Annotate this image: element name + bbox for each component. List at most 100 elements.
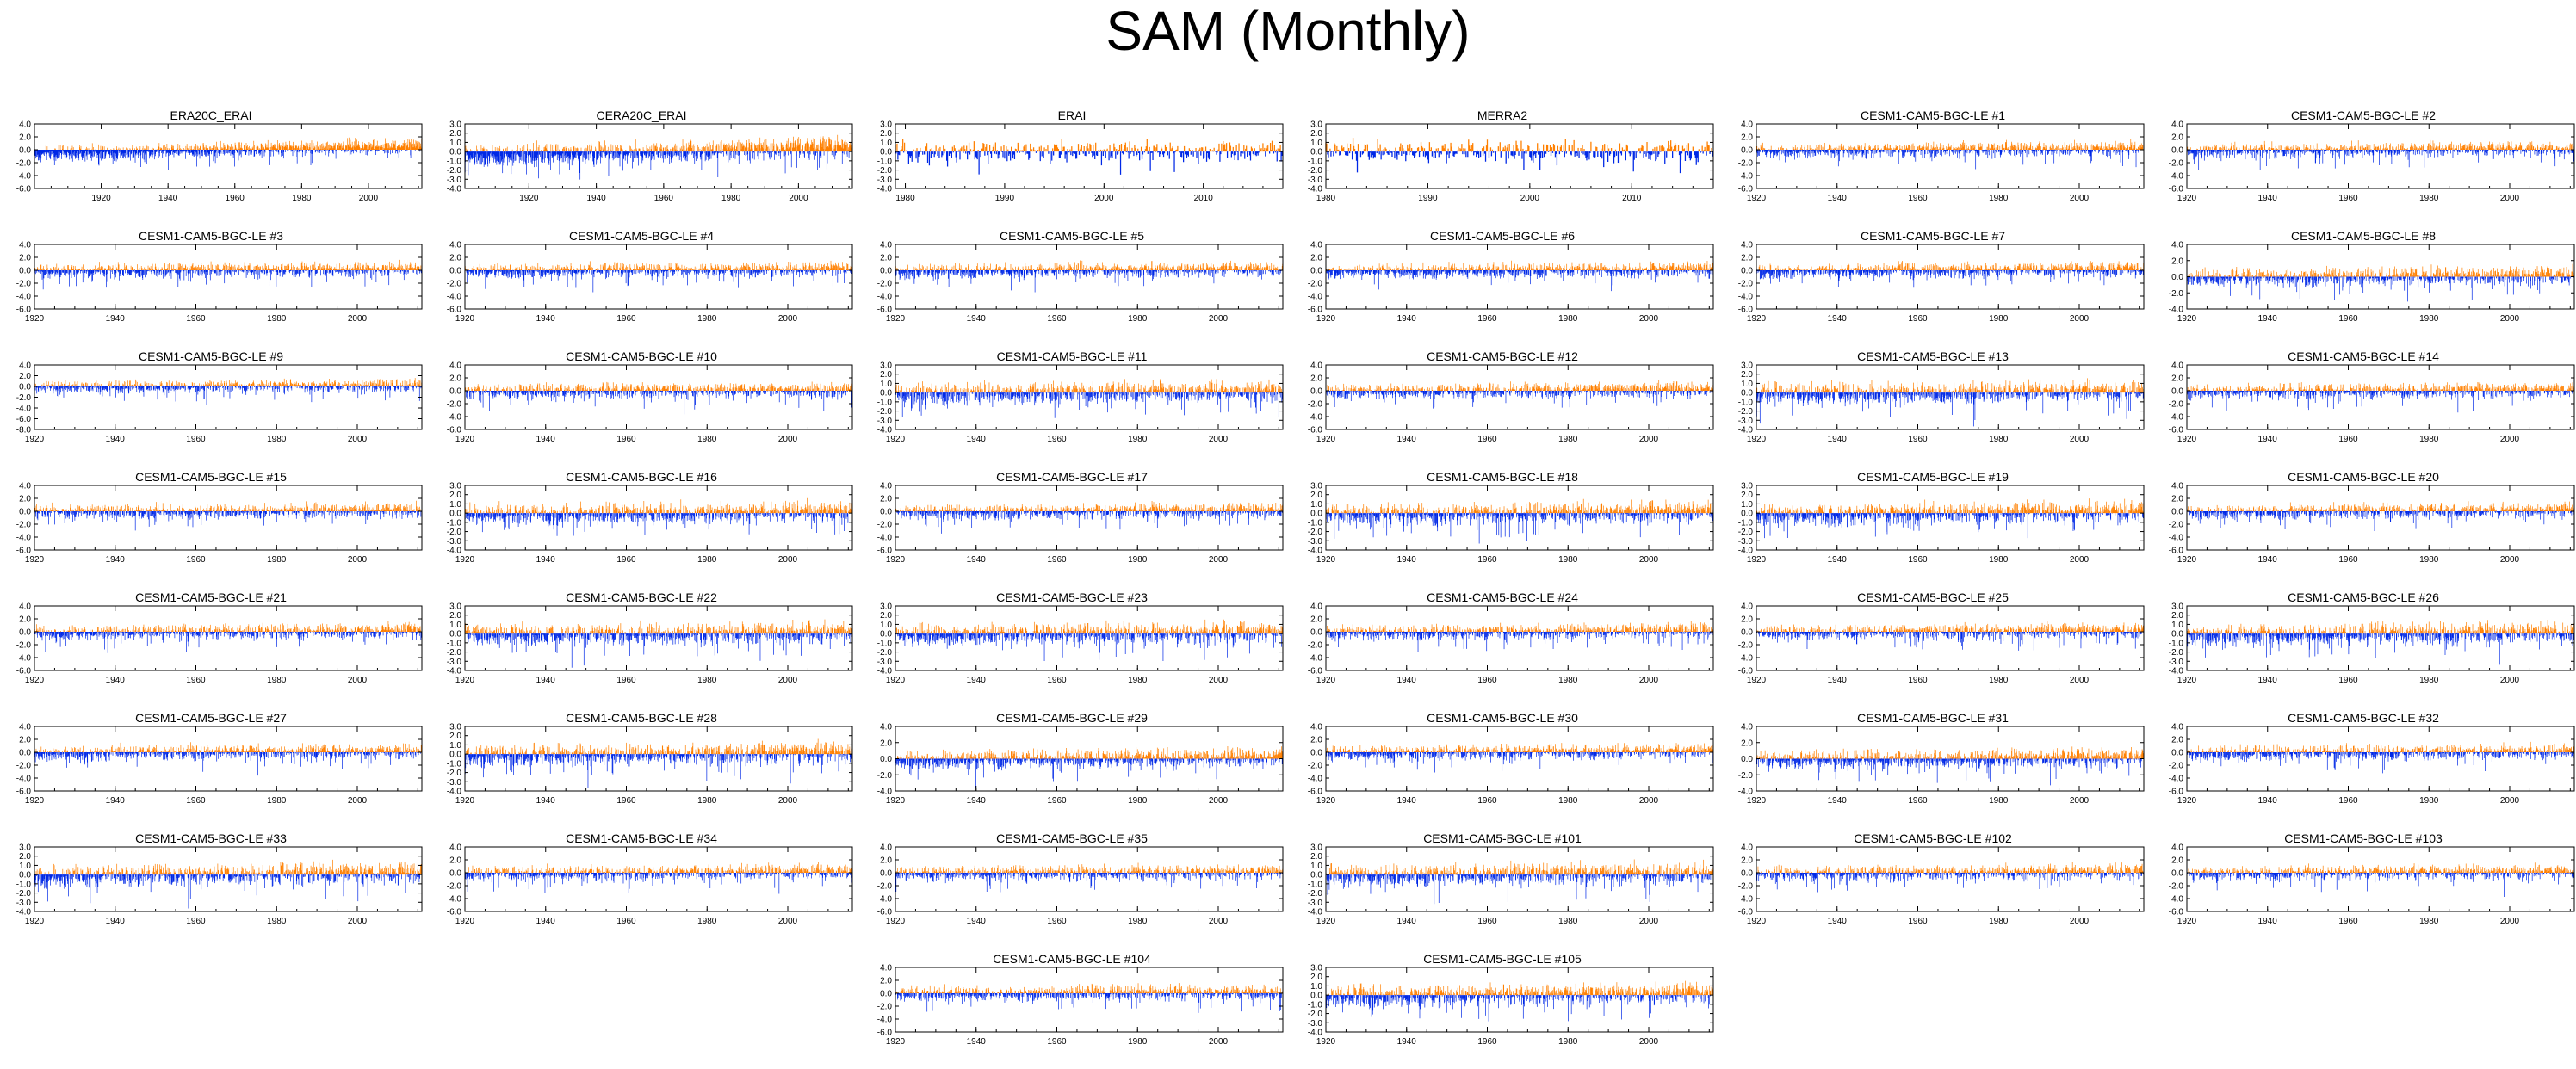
y-tick-label: -2.0 xyxy=(1308,528,1323,537)
chart-title: CESM1-CAM5-BGC-LE #104 xyxy=(993,952,1151,966)
x-tick-label: 2000 xyxy=(359,194,379,203)
x-tick-label: 1960 xyxy=(186,796,206,806)
y-tick-label: -1.0 xyxy=(877,398,893,407)
x-tick-label: 1960 xyxy=(186,435,206,444)
y-tick-label: 2.0 xyxy=(449,732,461,741)
negative-bars xyxy=(895,392,1283,418)
plot-frame xyxy=(464,605,853,671)
x-tick-label: 1960 xyxy=(1047,676,1067,685)
x-tick-label: 1980 xyxy=(1558,676,1578,685)
chart-title: CESM1-CAM5-BGC-LE #10 xyxy=(566,349,717,363)
x-tick-label: 1920 xyxy=(25,314,45,324)
y-tick-label: -4.0 xyxy=(877,293,893,302)
x-tick-label: 1960 xyxy=(616,796,636,806)
y-tick-label: 0.0 xyxy=(449,751,461,760)
chart-title: CESM1-CAM5-BGC-LE #21 xyxy=(135,590,287,604)
x-tick-label: 1960 xyxy=(2338,194,2358,203)
negative-bars xyxy=(895,633,1282,662)
y-tick-label: -3.0 xyxy=(2169,658,2184,667)
chart-title: CESM1-CAM5-BGC-LE #17 xyxy=(996,470,1148,484)
x-tick-label: 1960 xyxy=(2338,555,2358,565)
y-tick-label: 2.0 xyxy=(1310,615,1322,625)
x-tick-label: 2000 xyxy=(2500,194,2520,203)
y-tick-label: 3.0 xyxy=(2171,602,2183,612)
chart-panel: CESM1-CAM5-BGC-LE #2 4.0 2.0 0.0 -2.0 -4.0 -6.… xyxy=(2152,108,2575,222)
plot-frame xyxy=(34,244,423,310)
y-tick-label: -6.0 xyxy=(447,306,462,315)
x-tick-label: 1960 xyxy=(186,314,206,324)
y-tick-label: -3.0 xyxy=(1738,417,1754,426)
chart-panel: CESM1-CAM5-BGC-LE #22 3.0 2.0 1.0 0.0 -1.0 -2.… xyxy=(430,590,853,704)
x-tick-label: 1940 xyxy=(106,314,126,324)
chart-panel: CESM1-CAM5-BGC-LE #7 4.0 2.0 0.0 -2.0 -4.0 -6.… xyxy=(1722,229,2145,343)
y-tick-label: -2.0 xyxy=(447,882,462,892)
y-tick-label: -4.0 xyxy=(16,293,32,302)
y-tick-label: -3.0 xyxy=(1308,1019,1323,1029)
positive-bars xyxy=(465,497,852,514)
plot-frame xyxy=(34,846,423,912)
chart-panel: CESM1-CAM5-BGC-LE #18 3.0 2.0 1.0 0.0 -1.0 -2.… xyxy=(1291,470,1714,584)
x-tick-label: 1940 xyxy=(1828,917,1848,926)
y-tick-label: -6.0 xyxy=(877,1029,893,1038)
x-tick-label: 1920 xyxy=(2177,555,2197,565)
y-tick-label: 0.0 xyxy=(2171,508,2183,517)
y-tick-label: -3.0 xyxy=(877,658,893,667)
x-tick-label: 1980 xyxy=(2419,194,2439,203)
y-tick-label: -1.0 xyxy=(447,518,462,528)
x-tick-label: 1980 xyxy=(1558,314,1578,324)
y-tick-label: -6.0 xyxy=(16,185,32,195)
y-tick-label: 0.0 xyxy=(880,755,892,764)
x-tick-label: 1920 xyxy=(886,796,906,806)
y-tick-label: -6.0 xyxy=(16,667,32,677)
y-tick-label: -2.0 xyxy=(1308,889,1323,899)
positive-bars xyxy=(1327,621,1713,632)
negative-bars xyxy=(34,386,422,405)
negative-bars xyxy=(1325,995,1712,1022)
y-tick-label: -6.0 xyxy=(447,426,462,436)
x-tick-label: 1960 xyxy=(2338,314,2358,324)
y-tick-label: 2.0 xyxy=(449,129,461,139)
y-tick-label: -4.0 xyxy=(447,185,462,195)
y-tick-label: 2.0 xyxy=(1741,133,1753,143)
x-tick-label: 1980 xyxy=(1128,1037,1148,1047)
x-tick-label: 1960 xyxy=(1047,314,1067,324)
negative-bars xyxy=(2187,873,2574,898)
y-tick-label: 2.0 xyxy=(880,495,892,504)
y-tick-label: 2.0 xyxy=(2171,256,2183,266)
y-tick-label: 4.0 xyxy=(1741,723,1753,732)
chart-title: CESM1-CAM5-BGC-LE #12 xyxy=(1427,349,1578,363)
chart-title: CESM1-CAM5-BGC-LE #25 xyxy=(1857,590,2009,604)
plot-frame xyxy=(464,485,853,551)
x-tick-label: 1940 xyxy=(1397,435,1417,444)
y-tick-label: 2.0 xyxy=(1741,491,1753,500)
x-tick-label: 1980 xyxy=(2419,555,2439,565)
y-tick-label: 3.0 xyxy=(449,120,461,130)
x-tick-label: 1980 xyxy=(697,314,717,324)
y-tick-label: -6.0 xyxy=(1738,667,1754,677)
y-tick-label: -3.0 xyxy=(1308,176,1323,185)
y-tick-label: 2.0 xyxy=(1741,254,1753,263)
y-tick-label: 0.0 xyxy=(1310,871,1322,881)
y-tick-label: 4.0 xyxy=(1310,361,1322,371)
negative-bars xyxy=(1756,632,2144,651)
positive-bars xyxy=(895,746,1283,759)
x-tick-label: 2000 xyxy=(789,194,808,203)
x-tick-label: 2000 xyxy=(1209,1037,1229,1047)
y-tick-label: 0.0 xyxy=(19,267,31,276)
x-tick-label: 2000 xyxy=(778,676,798,685)
y-tick-label: -2.0 xyxy=(2169,289,2184,299)
x-tick-label: 1960 xyxy=(1477,917,1497,926)
y-tick-label: 2.0 xyxy=(1741,856,1753,866)
y-tick-label: -4.0 xyxy=(2169,895,2184,905)
x-tick-label: 1980 xyxy=(2419,917,2439,926)
y-tick-label: 0.0 xyxy=(2171,630,2183,640)
negative-bars xyxy=(464,513,849,536)
y-tick-label: -4.0 xyxy=(877,895,893,905)
x-tick-label: 1980 xyxy=(1989,676,2009,685)
y-tick-label: 2.0 xyxy=(2171,611,2183,621)
